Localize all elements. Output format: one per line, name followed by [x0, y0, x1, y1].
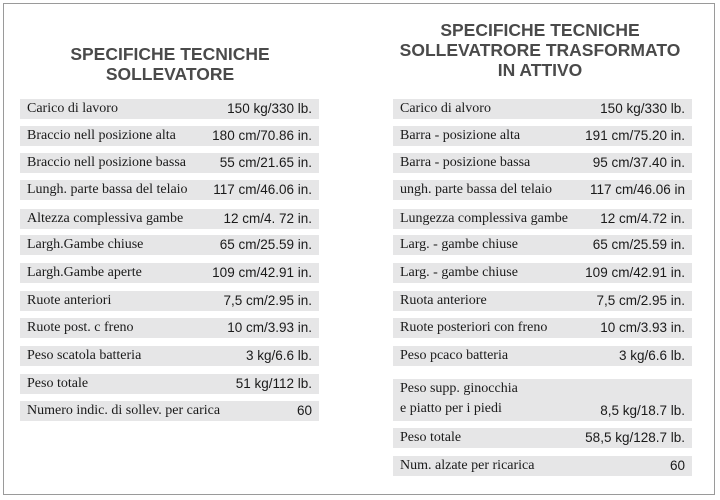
- spec-label: Braccio nell posizione bassa: [27, 155, 187, 170]
- table-row: Carico di alvoro 150 kg/330 lb.: [393, 99, 692, 119]
- table-row: Ruote anteriori 7,5 cm/2.95 in.: [20, 291, 319, 311]
- spec-value: 109 cm/42.91 in.: [585, 265, 685, 280]
- spec-label: Carico di alvoro: [400, 101, 491, 116]
- table-row: Barra - posizione bassa 95 cm/37.40 in.: [393, 153, 692, 173]
- left-table-title: SPECIFICHE TECNICHE SOLLEVATORE: [20, 44, 320, 84]
- table-row: Peso totale 58,5 kg/128.7 lb.: [393, 428, 692, 448]
- table-row: Peso supp. ginocchia e piatto per i pied…: [393, 379, 692, 421]
- right-title-line3: IN ATTIVO: [497, 60, 583, 80]
- spec-label: Peso totale: [400, 430, 462, 445]
- right-table-title: SPECIFICHE TECNICHE SOLLEVATRORE TRASFOR…: [382, 20, 698, 80]
- spec-value: 65 cm/25.59 in.: [592, 237, 685, 252]
- spec-label: Larg. - gambe chiuse: [400, 265, 518, 280]
- spec-value: 150 kg/330 lb.: [600, 101, 685, 116]
- table-row: Braccio nell posizione bassa 55 cm/21.65…: [20, 153, 319, 173]
- spec-label: ungh. parte bassa del telaio: [400, 182, 553, 197]
- spec-value: 58,5 kg/128.7 lb.: [585, 430, 685, 445]
- spec-value: 95 cm/37.40 in.: [592, 155, 685, 170]
- spec-value: 3 kg/6.6 lb.: [245, 348, 312, 363]
- table-row: Peso scatola batteria 3 kg/6.6 lb.: [20, 346, 319, 366]
- spec-label: Numero indic. di sollev. per carica: [27, 403, 221, 418]
- spec-value: 117 cm/46.06 in.: [213, 182, 312, 197]
- left-title-line1: SPECIFICHE TECNICHE: [70, 44, 270, 64]
- spec-value: 60: [296, 403, 312, 418]
- spec-label: Lungh. parte bassa del telaio: [27, 182, 188, 197]
- left-title-line2: SOLLEVATORE: [105, 64, 235, 84]
- spec-value: 12 cm/4. 72 in.: [223, 211, 312, 226]
- right-title-line1: SPECIFICHE TECNICHE: [440, 20, 640, 40]
- spec-label: Carico di lavoro: [27, 101, 118, 116]
- table-row: Carico di lavoro 150 kg/330 lb.: [20, 99, 319, 119]
- table-row: Lungezza complessiva gambe 12 cm/4.72 in…: [393, 209, 692, 229]
- spec-label: Altezza complessiva gambe: [27, 211, 184, 226]
- spec-label: Larg. - gambe chiuse: [400, 237, 518, 252]
- table-row: ungh. parte bassa del telaio 117 cm/46.0…: [393, 180, 692, 200]
- right-title-line2: SOLLEVATRORE TRASFORMATO: [399, 40, 681, 60]
- spec-value: 7,5 cm/2.95 in.: [596, 293, 685, 308]
- table-row: Ruote posteriori con freno 10 cm/3.93 in…: [393, 318, 692, 338]
- spec-label: Barra - posizione bassa: [400, 155, 531, 170]
- spec-value: 55 cm/21.65 in.: [219, 155, 312, 170]
- spec-label: Ruota anteriore: [400, 293, 487, 308]
- spec-value: 12 cm/4.72 in.: [600, 211, 685, 226]
- table-row: Largh.Gambe chiuse 65 cm/25.59 in.: [20, 235, 319, 255]
- spec-value: 109 cm/42.91 in.: [212, 265, 312, 280]
- table-row: Peso pcaco batteria 3 kg/6.6 lb.: [393, 346, 692, 366]
- spec-label: Braccio nell posizione alta: [27, 128, 176, 143]
- spec-label-line1: Peso supp. ginocchia: [400, 381, 518, 396]
- spec-label: Peso totale: [27, 376, 89, 391]
- table-row: Larg. - gambe chiuse 65 cm/25.59 in.: [393, 235, 692, 255]
- table-row: Altezza complessiva gambe 12 cm/4. 72 in…: [20, 209, 319, 229]
- spec-value: 3 kg/6.6 lb.: [618, 348, 685, 363]
- spec-value: 117 cm/46.06 in: [589, 182, 685, 197]
- table-row: Lungh. parte bassa del telaio 117 cm/46.…: [20, 180, 319, 200]
- table-row: Peso totale 51 kg/112 lb.: [20, 374, 319, 394]
- table-row: Ruota anteriore 7,5 cm/2.95 in.: [393, 291, 692, 311]
- spec-label: Num. alzate per ricarica: [400, 458, 535, 473]
- table-row: Num. alzate per ricarica 60: [393, 456, 692, 476]
- table-row: Numero indic. di sollev. per carica 60: [20, 401, 319, 421]
- spec-value: 51 kg/112 lb.: [235, 376, 312, 391]
- table-row: Largh.Gambe aperte 109 cm/42.91 in.: [20, 263, 319, 283]
- spec-label: Largh.Gambe chiuse: [27, 237, 144, 252]
- page-border: [3, 3, 715, 495]
- spec-value: 191 cm/75.20 in.: [585, 128, 685, 143]
- spec-label: Ruote anteriori: [27, 293, 112, 308]
- spec-value: 10 cm/3.93 in.: [227, 320, 312, 335]
- spec-value: 7,5 cm/2.95 in.: [223, 293, 312, 308]
- spec-value: 150 kg/330 lb.: [227, 101, 312, 116]
- spec-label: Barra - posizione alta: [400, 128, 521, 143]
- spec-label: Lungezza complessiva gambe: [400, 211, 568, 226]
- spec-value: 60: [669, 458, 685, 473]
- spec-value: 180 cm/70.86 in.: [212, 128, 312, 143]
- spec-value: 10 cm/3.93 in.: [600, 320, 685, 335]
- spec-label: Peso supp. ginocchia e piatto per i pied…: [400, 379, 518, 419]
- spec-value: 8,5 kg/18.7 lb.: [600, 403, 685, 418]
- spec-label: Peso scatola batteria: [27, 348, 142, 363]
- table-row: Braccio nell posizione alta 180 cm/70.86…: [20, 126, 319, 146]
- spec-label: Largh.Gambe aperte: [27, 265, 142, 280]
- spec-label: Ruote posteriori con freno: [400, 320, 548, 335]
- table-row: Barra - posizione alta 191 cm/75.20 in.: [393, 126, 692, 146]
- spec-label: Ruote post. c freno: [27, 320, 134, 335]
- table-row: Larg. - gambe chiuse 109 cm/42.91 in.: [393, 263, 692, 283]
- spec-label-line2: e piatto per i piedi: [400, 401, 502, 416]
- spec-label: Peso pcaco batteria: [400, 348, 509, 363]
- spec-value: 65 cm/25.59 in.: [219, 237, 312, 252]
- table-row: Ruote post. c freno 10 cm/3.93 in.: [20, 318, 319, 338]
